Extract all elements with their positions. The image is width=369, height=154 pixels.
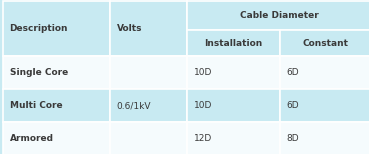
Text: Constant: Constant (303, 39, 349, 48)
Bar (110, 122, 187, 154)
Text: 6D: 6D (286, 68, 299, 77)
Text: 10D: 10D (194, 68, 213, 77)
Text: Single Core: Single Core (10, 68, 68, 77)
Bar (110, 89, 187, 122)
Bar (280, 122, 369, 154)
Text: Description: Description (10, 24, 68, 33)
Text: 12D: 12D (194, 134, 212, 143)
Bar (280, 30, 369, 56)
Text: Armored: Armored (10, 134, 54, 143)
Bar (3, 122, 110, 154)
Bar (3, 89, 110, 122)
Bar (187, 89, 280, 122)
Bar (187, 122, 280, 154)
Text: Volts: Volts (117, 24, 142, 33)
Bar (110, 56, 187, 89)
Bar (3, 56, 110, 89)
Text: 8D: 8D (286, 134, 299, 143)
Text: Installation: Installation (204, 39, 263, 48)
Bar (280, 89, 369, 122)
Text: 0.6/1kV: 0.6/1kV (117, 101, 151, 110)
Bar (110, 1, 187, 56)
Bar (280, 56, 369, 89)
Bar (187, 56, 280, 89)
Bar (187, 1, 369, 30)
Bar (3, 1, 110, 56)
Text: Cable Diameter: Cable Diameter (240, 11, 319, 20)
Text: 6D: 6D (286, 101, 299, 110)
Text: Multi Core: Multi Core (10, 101, 62, 110)
Text: 10D: 10D (194, 101, 213, 110)
Bar (187, 30, 280, 56)
